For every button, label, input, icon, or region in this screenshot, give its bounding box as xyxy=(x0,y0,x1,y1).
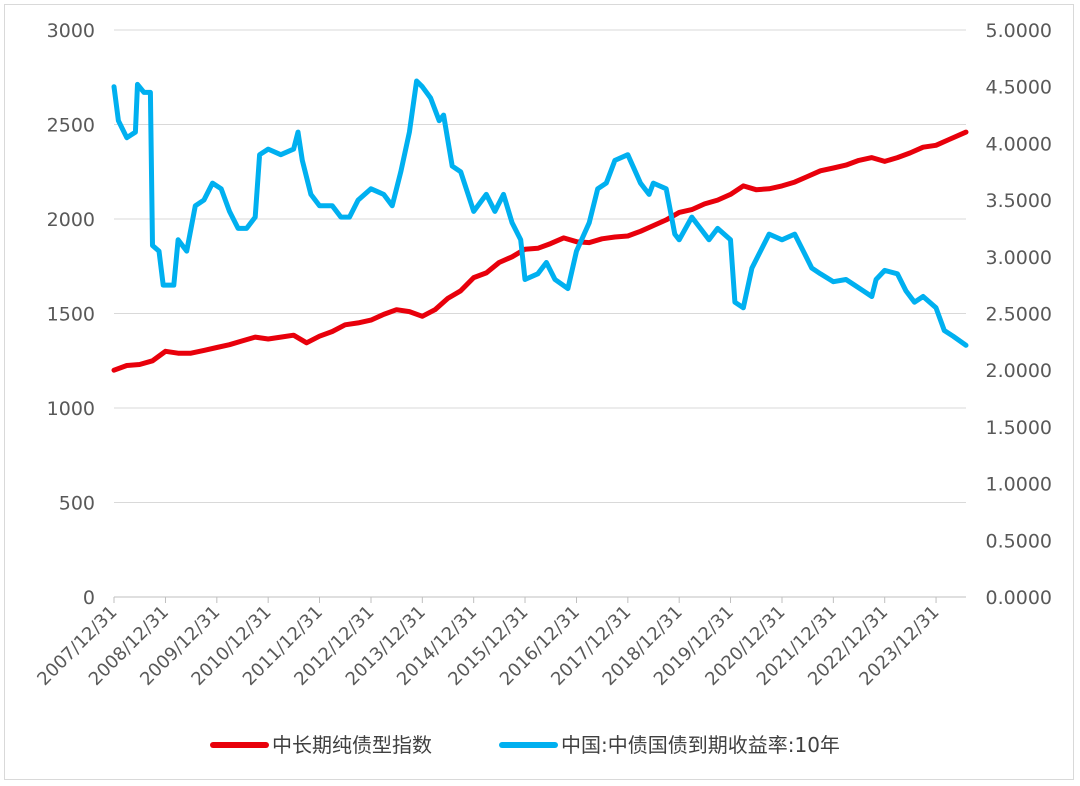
y-left-tick-label: 3000 xyxy=(47,20,95,42)
y-left-tick-label: 2000 xyxy=(47,209,95,231)
chart-frame xyxy=(4,4,1074,780)
legend-label-index: 中长期纯债型指数 xyxy=(272,733,432,757)
y-right-tick-label: 3.5000 xyxy=(986,190,1052,212)
y-right-tick-label: 4.5000 xyxy=(986,77,1052,99)
legend-label-yield: 中国:中债国债到期收益率:10年 xyxy=(561,733,840,757)
right-y-axis-ticks: 0.0000 0.5000 1.0000 1.5000 2.0000 2.5000 3.00… xyxy=(986,20,1052,609)
y-right-tick-label: 1.5000 xyxy=(986,417,1052,439)
series-lines xyxy=(111,78,969,373)
series-line-yield xyxy=(111,78,969,348)
y-right-tick-label: 5.0000 xyxy=(986,20,1052,42)
y-right-tick-label: 0.5000 xyxy=(986,530,1052,552)
gridlines xyxy=(114,29,966,503)
y-right-tick-label: 2.5000 xyxy=(986,304,1052,326)
y-left-tick-label: 0 xyxy=(83,587,95,609)
y-right-tick-label: 1.0000 xyxy=(986,474,1052,496)
left-y-axis-ticks: 0 500 1000 1500 2000 2500 3000 xyxy=(47,20,95,609)
x-axis: 2007/12/312008/12/312009/12/312010/12/31… xyxy=(33,596,966,690)
y-right-tick-label: 4.0000 xyxy=(986,133,1052,155)
y-right-tick-label: 0.0000 xyxy=(986,587,1052,609)
legend: 中长期纯债型指数 中国:中债国债到期收益率:10年 xyxy=(210,733,840,757)
y-right-tick-label: 2.0000 xyxy=(986,360,1052,382)
y-right-tick-label: 3.0000 xyxy=(986,247,1052,269)
y-left-tick-label: 1000 xyxy=(47,398,95,420)
y-left-tick-label: 500 xyxy=(59,493,95,515)
y-left-tick-label: 2500 xyxy=(47,115,95,137)
y-left-tick-label: 1500 xyxy=(47,304,95,326)
series-line-index xyxy=(111,129,969,373)
